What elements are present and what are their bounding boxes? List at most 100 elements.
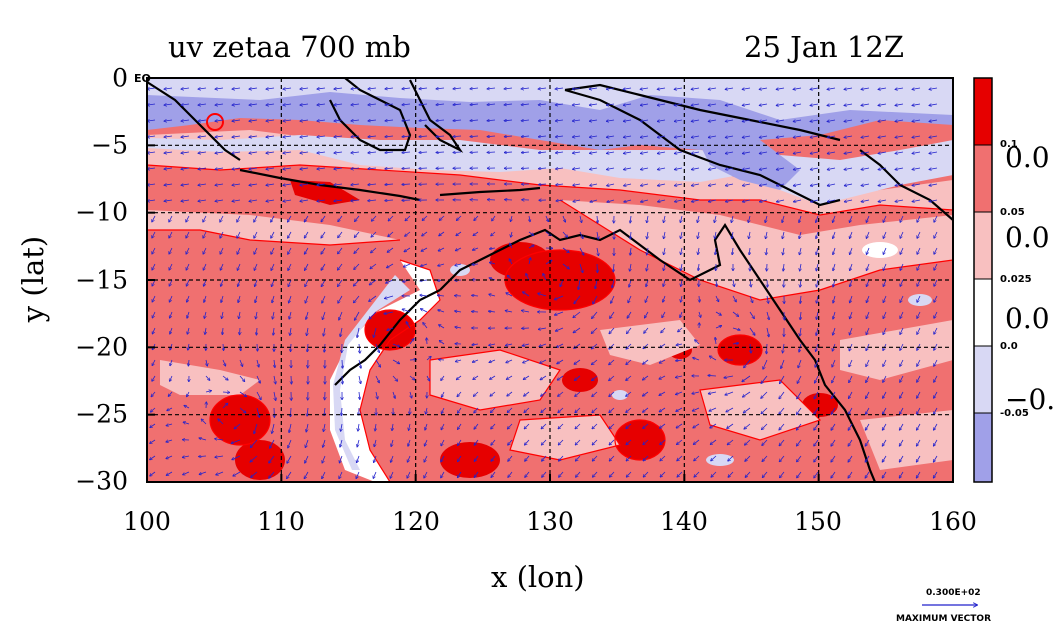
wind-vector-arrow	[220, 215, 224, 222]
wind-vector-arrow	[899, 439, 904, 446]
wind-vector-arrow	[506, 359, 513, 363]
wind-vector-arrow	[878, 88, 887, 89]
wind-vector-arrow	[510, 215, 512, 221]
wind-vector-arrow	[626, 359, 632, 365]
wind-vector-arrow	[198, 168, 207, 169]
wind-vector-arrow	[540, 375, 547, 380]
wind-vector-arrow	[351, 168, 360, 169]
wind-vector-arrow	[934, 263, 938, 270]
wind-vector-arrow	[800, 263, 801, 271]
wind-vector-arrow	[392, 359, 400, 364]
wind-vector-arrow	[358, 423, 359, 431]
wind-vector-arrow	[699, 311, 701, 317]
wind-vector-arrow	[231, 439, 241, 443]
wind-vector-arrow	[929, 168, 938, 170]
wind-vector-arrow	[238, 279, 241, 286]
wind-vector-arrow	[288, 231, 292, 238]
wind-vector-arrow	[597, 231, 598, 239]
wind-vector-arrow	[776, 88, 785, 89]
wind-vector-arrow	[761, 375, 768, 383]
wind-vector-arrow	[895, 200, 904, 202]
wind-vector-arrow	[850, 295, 853, 303]
wind-vector-arrow	[152, 311, 156, 318]
wind-vector-arrow	[385, 295, 394, 299]
wind-vector-arrow	[186, 231, 190, 238]
wind-vector-arrow	[895, 88, 904, 89]
wind-vector-arrow	[419, 120, 428, 121]
wind-vector-arrow	[827, 199, 836, 202]
wind-vector-arrow	[181, 120, 190, 121]
wind-vector-arrow	[402, 152, 411, 153]
wind-vector-arrow	[827, 152, 836, 154]
wind-vector-arrow	[287, 471, 292, 479]
wind-vector-arrow	[272, 295, 275, 303]
wind-vector-arrow	[900, 279, 904, 286]
wind-vector-arrow	[307, 327, 308, 336]
wind-vector-arrow	[590, 199, 598, 202]
wind-vector-arrow	[573, 184, 581, 185]
wind-vector-arrow	[715, 247, 716, 255]
wind-vector-arrow	[866, 359, 870, 367]
wind-vector-arrow	[204, 279, 207, 286]
wind-vector-arrow	[504, 88, 513, 89]
wind-vector-arrow	[409, 423, 410, 430]
wind-vector-arrow	[783, 247, 784, 255]
wind-vector-arrow	[674, 152, 683, 154]
wind-vector-arrow	[455, 247, 462, 251]
wind-vector-arrow	[934, 407, 938, 414]
wind-vector-arrow	[816, 231, 819, 239]
wind-vector-arrow	[392, 423, 393, 431]
wind-vector-arrow	[369, 279, 377, 285]
wind-vector-arrow	[288, 215, 292, 222]
wind-vector-arrow	[334, 104, 343, 105]
wind-vector-arrow	[249, 152, 258, 153]
wind-vector-arrow	[359, 375, 361, 384]
wind-vector-arrow	[647, 215, 648, 223]
wind-vector-arrow	[861, 168, 870, 170]
wind-vector-arrow	[557, 359, 564, 364]
wind-vector-arrow	[883, 247, 887, 254]
wind-vector-arrow	[861, 104, 870, 105]
wind-vector-arrow	[934, 295, 938, 302]
wind-vector-arrow	[221, 295, 224, 302]
wind-vector-arrow	[743, 391, 751, 397]
wind-vector-arrow	[866, 231, 870, 238]
wind-vector-arrow	[439, 231, 445, 236]
wind-vector-arrow	[322, 311, 326, 320]
wind-vector-arrow	[657, 120, 666, 121]
wind-vector-arrow	[522, 344, 530, 346]
wind-vector-arrow	[562, 215, 565, 222]
wind-vector-arrow	[300, 136, 309, 137]
wind-vector-arrow	[255, 295, 258, 303]
wind-vector-arrow	[216, 471, 224, 475]
wind-vector-arrow	[917, 231, 921, 238]
wind-vector-arrow	[708, 120, 717, 121]
wind-vector-arrow	[574, 359, 581, 364]
wind-vector-arrow	[900, 311, 904, 318]
wind-vector-arrow	[883, 279, 887, 286]
wind-vector-arrow	[181, 104, 190, 105]
wind-vector-arrow	[373, 471, 377, 478]
wind-vector-arrow	[710, 423, 717, 428]
wind-vector-arrow	[917, 263, 921, 270]
x-tick-label: 130	[526, 507, 574, 536]
wind-vector-arrow	[474, 215, 479, 220]
wind-vector-arrow	[814, 391, 819, 399]
wind-vector-arrow	[473, 391, 479, 396]
wind-vector-arrow	[833, 327, 836, 335]
wind-vector-arrow	[912, 136, 921, 137]
wind-vector-arrow	[388, 231, 394, 237]
wind-vector-arrow	[409, 375, 415, 380]
wind-vector-arrow	[215, 439, 224, 440]
wind-vector-arrow	[555, 120, 564, 121]
wind-vector-arrow	[458, 471, 462, 478]
wind-vector-arrow	[917, 279, 921, 286]
wind-vector-arrow	[539, 184, 547, 185]
wind-vector-arrow	[929, 88, 938, 89]
wind-vector-arrow	[404, 247, 411, 252]
wind-vector-arrow	[776, 120, 785, 121]
wind-vector-arrow	[186, 247, 190, 254]
wind-vector-arrow	[338, 215, 343, 222]
wind-vector-arrow	[215, 120, 224, 121]
wind-vector-arrow	[810, 136, 819, 138]
